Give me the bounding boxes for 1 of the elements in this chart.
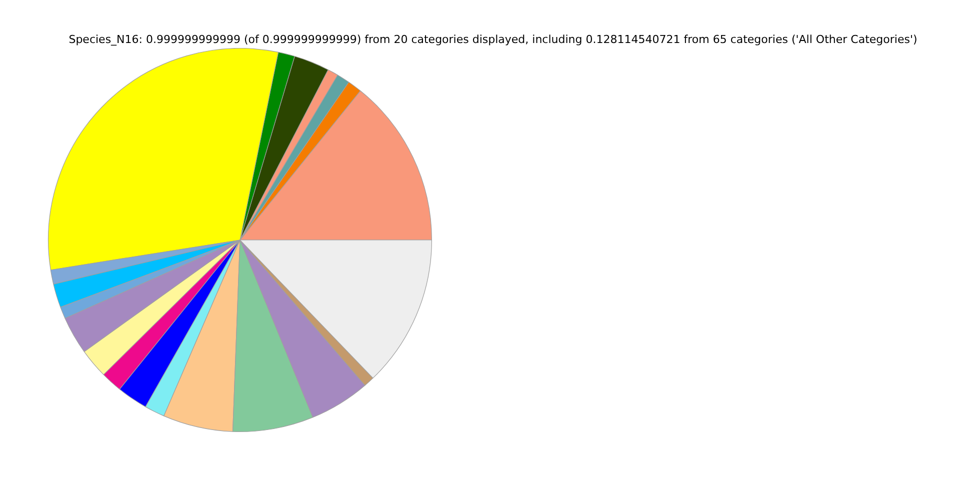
text: Species_N16: 0.999999999999 (of 0.999999999999) from 20 categories displayed, including 0.128114540721 from 65 categories ('All Other Categories') <box>68 33 918 46</box>
